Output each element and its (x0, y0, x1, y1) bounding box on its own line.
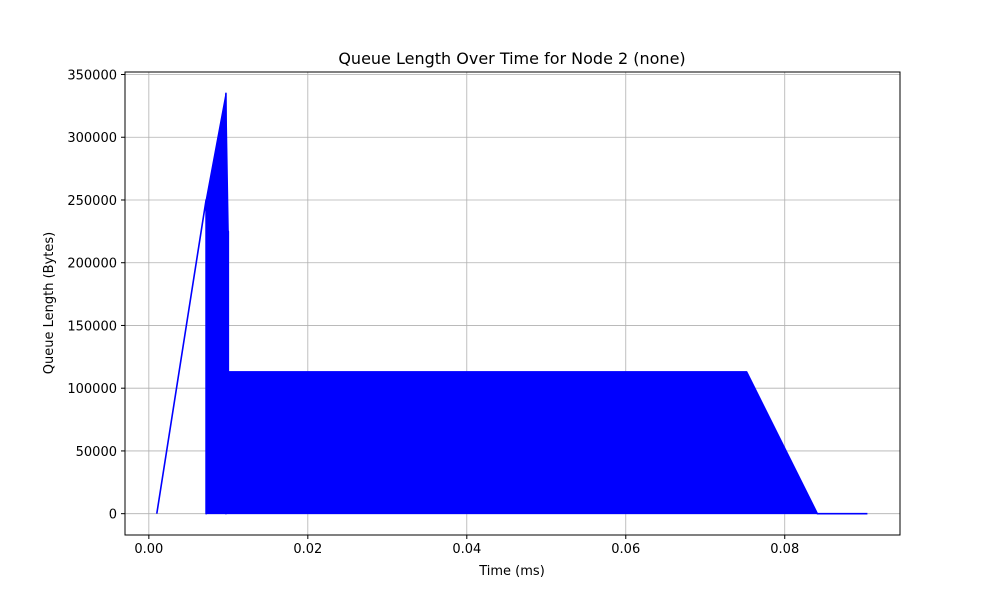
chart-title: Queue Length Over Time for Node 2 (none) (338, 49, 685, 68)
y-tick-label: 200000 (67, 257, 117, 272)
x-tick-label: 0.00 (134, 542, 163, 557)
plot-frame (124, 71, 901, 536)
plot-area (155, 92, 868, 515)
x-tick-label: 0.02 (293, 542, 322, 557)
x-tick-label: 0.04 (452, 542, 481, 557)
axis-ticks: 0.00 0.02 0.04 0.06 0.08 0 50000 100000 150000 20… (67, 69, 799, 557)
y-axis-label: Queue Length (Bytes) (42, 232, 57, 374)
x-axis-label: Time (ms) (478, 564, 545, 579)
x-tick-label: 0.06 (611, 542, 640, 557)
series-line (155, 92, 868, 515)
y-tick-label: 250000 (67, 194, 117, 209)
y-tick-label: 0 (109, 508, 117, 523)
y-tick-label: 350000 (67, 69, 117, 84)
y-tick-label: 150000 (67, 319, 117, 334)
y-tick-label: 100000 (67, 382, 117, 397)
x-tick-label: 0.08 (770, 542, 799, 557)
y-tick-label: 50000 (76, 445, 117, 460)
y-tick-label: 300000 (67, 131, 117, 146)
